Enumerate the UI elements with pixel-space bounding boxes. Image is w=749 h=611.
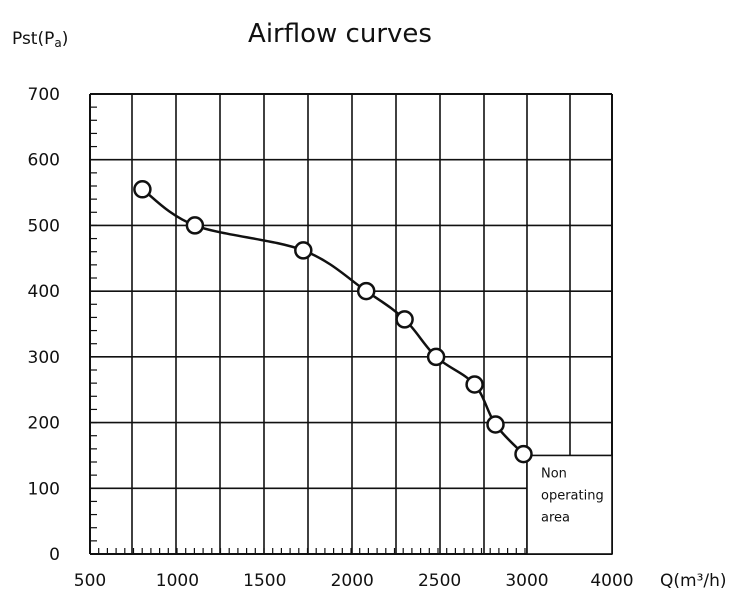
x-tick-label: 3000 [505, 571, 548, 591]
y-axis-label: Pst(Pa) [12, 29, 68, 50]
data-point [294, 241, 313, 260]
y-tick-label: 600 [28, 151, 60, 171]
x-tick-label: 1000 [156, 571, 199, 591]
x-tick-label: 4000 [590, 571, 633, 591]
x-tick-label: 1500 [243, 571, 286, 591]
x-tick-label: 2000 [331, 571, 374, 591]
y-tick-label: 100 [28, 479, 60, 499]
data-point [356, 281, 376, 301]
y-tick-label: 300 [28, 348, 60, 368]
data-point [514, 444, 533, 464]
non-operating-area-label: Non operating area [541, 466, 604, 525]
data-point [426, 347, 446, 367]
y-tick-label: 200 [28, 414, 60, 434]
x-tick-label: 2500 [418, 571, 461, 591]
y-tick-label: 400 [28, 282, 60, 302]
data-point [486, 415, 505, 434]
data-point [395, 310, 414, 329]
data-point [133, 180, 152, 199]
x-axis-label: Q(m³/h) [660, 571, 727, 591]
x-tick-label: 500 [74, 571, 106, 591]
data-markers [133, 180, 533, 464]
y-tick-labels: 0 100 200 300 400 500 600 700 [28, 85, 60, 565]
non-operating-area-box [526, 454, 613, 555]
non-operating-area: Non operating area [526, 454, 613, 555]
data-point [465, 375, 484, 394]
y-tick-label: 700 [28, 85, 60, 105]
data-point [185, 216, 205, 235]
x-tick-labels: 500 1000 1500 2000 2500 3000 4000 [74, 571, 634, 591]
chart-title: Airflow curves [248, 19, 432, 49]
y-tick-label: 500 [28, 216, 60, 236]
y-tick-label: 0 [49, 545, 60, 565]
